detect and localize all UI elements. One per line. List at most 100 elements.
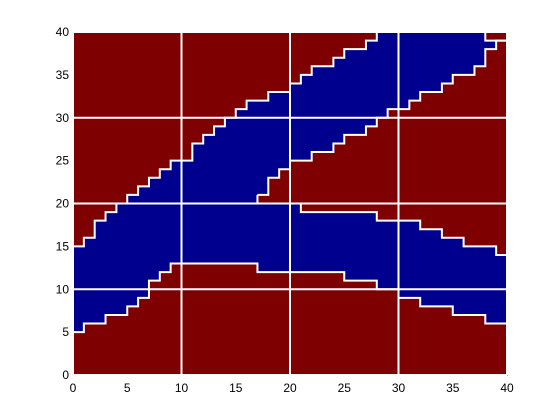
x-tick-label: 25 [338, 381, 352, 395]
y-tick-label: 40 [56, 25, 70, 39]
band-region-cell [105, 212, 117, 316]
y-tick-label: 35 [56, 68, 70, 82]
outer-region-cell [138, 32, 150, 187]
wedge-region-cell [409, 100, 421, 222]
band-region-cell [268, 203, 280, 273]
grid-lines [72, 31, 508, 376]
band-region-cell [398, 32, 410, 110]
outer-region-cell [224, 32, 237, 119]
band-region-cell [333, 212, 345, 273]
outer-region-cell [192, 263, 204, 376]
wedge-region-cell [300, 160, 313, 213]
band-region-cell [485, 246, 497, 325]
outer-region-cell [83, 323, 96, 376]
x-tick-label: 5 [124, 381, 131, 395]
band-region-cell [355, 212, 367, 282]
outer-region-cell [105, 314, 117, 376]
band-region-cell [246, 100, 259, 265]
outer-region-cell [355, 280, 367, 376]
band-region-cell [409, 32, 421, 102]
outer-region-cell [105, 32, 117, 213]
band-region-cell [159, 169, 172, 273]
outer-region-cell [431, 306, 443, 376]
band-region-cell [355, 49, 367, 136]
band-region-cell [127, 194, 139, 307]
band-region-cell [290, 83, 302, 162]
band-region-cell [181, 160, 193, 265]
wedge-region-cell [431, 92, 443, 230]
band-region-cell [322, 66, 334, 153]
outer-region-cell [203, 32, 215, 136]
band-region-cell [365, 212, 378, 282]
outer-region-cell [355, 32, 367, 50]
x-tick-label: 30 [392, 381, 406, 395]
outer-region-cell [474, 314, 486, 376]
outer-region-cell [268, 272, 280, 376]
band-region-cell [235, 109, 248, 265]
x-tick-label: 20 [283, 381, 297, 395]
outer-region-cell [279, 32, 291, 93]
band-region-cell [333, 57, 345, 145]
band-region-cell [311, 212, 324, 273]
region-cells [73, 32, 508, 376]
outer-region-cell [94, 323, 107, 376]
band-region-cell [148, 177, 161, 282]
outer-region-cell [116, 314, 128, 376]
band-region-cell [463, 32, 476, 76]
outer-region-cell [127, 306, 139, 376]
outer-region-cell [322, 272, 334, 376]
band-region-cell [268, 92, 280, 179]
y-tick-label: 0 [62, 368, 69, 382]
band-region-cell [452, 32, 465, 76]
band-region-cell [420, 32, 432, 93]
outer-region-cell [376, 289, 389, 376]
outer-region-cell [235, 263, 248, 376]
outer-region-cell [94, 32, 107, 222]
outer-region-cell [268, 32, 280, 93]
band-region-cell [83, 237, 96, 325]
outer-region-cell [365, 280, 378, 376]
band-region-cell [257, 203, 269, 273]
outer-region-cell [311, 32, 324, 67]
y-tick-label: 30 [56, 111, 70, 125]
upper-boundary-line [73, 31, 507, 248]
band-region-cell [431, 32, 443, 93]
outer-region-cell [311, 272, 324, 376]
outer-region-cell [333, 272, 345, 376]
wedge-region-cell [441, 83, 454, 239]
outer-region-cell [148, 32, 161, 179]
wedge-region-cell [496, 40, 508, 256]
band-region-cell [279, 203, 291, 273]
band-region-cell [170, 160, 183, 265]
y-axis: 0 5 10 15 20 25 30 35 40 [56, 25, 70, 382]
band-region-cell [94, 220, 107, 325]
band-region-cell [344, 49, 356, 136]
outer-region-cell [452, 314, 465, 376]
wedge-region-cell [474, 66, 486, 247]
outer-region-cell [300, 32, 313, 76]
outer-region-cell [73, 332, 85, 376]
wedge-region-cell [387, 109, 400, 222]
band-region-cell [290, 203, 302, 273]
band-region-cell [376, 32, 389, 119]
outer-region-cell [224, 263, 237, 376]
x-tick-label: 15 [229, 381, 243, 395]
band-region-cell [474, 246, 486, 316]
wedge-region-cell [452, 74, 465, 239]
band-region-cell [441, 237, 454, 307]
outer-region-cell [181, 32, 193, 162]
band-region-cell [365, 40, 378, 127]
outer-region-cell [214, 32, 226, 127]
outer-region-cell [138, 297, 150, 376]
wedge-region-cell [333, 143, 345, 213]
outer-region-cell [127, 32, 139, 196]
band-region-cell [398, 220, 410, 299]
outer-region-cell [170, 32, 183, 162]
outer-region-cell [409, 297, 421, 376]
x-tick-label: 40 [500, 381, 514, 395]
band-region-cell [203, 134, 215, 265]
outer-region-cell [485, 323, 497, 376]
outer-region-cell [170, 263, 183, 376]
wedge-region-cell [485, 49, 497, 247]
outer-region-cell [148, 280, 161, 376]
